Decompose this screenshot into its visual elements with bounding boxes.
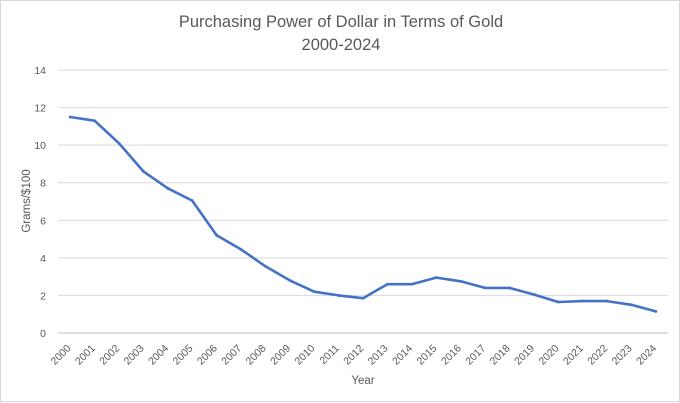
y-tick-label: 0 xyxy=(40,328,46,340)
x-tick-label: 2018 xyxy=(488,342,513,367)
y-tick-label: 14 xyxy=(34,65,46,77)
y-tick-label: 12 xyxy=(34,103,46,115)
x-tick-label: 2002 xyxy=(97,342,122,367)
x-tick-label: 2009 xyxy=(268,342,293,367)
gridlines xyxy=(58,69,668,296)
data-point xyxy=(410,282,414,286)
x-tick-label: 2012 xyxy=(341,342,366,367)
data-point xyxy=(605,299,609,303)
x-tick-label: 2022 xyxy=(585,342,610,367)
x-tick-label: 2011 xyxy=(317,342,342,367)
x-tick-label: 2004 xyxy=(146,342,171,367)
data-point xyxy=(239,248,243,251)
y-axis-label: Grams/$100 xyxy=(21,169,33,232)
data-point xyxy=(337,294,340,297)
x-tick-label: 2019 xyxy=(512,342,537,367)
x-tick-label: 2013 xyxy=(366,342,391,367)
x-tick-label: 2016 xyxy=(439,342,464,367)
y-tick-labels: 0 2 4 6 8 10 12 14 xyxy=(34,65,46,340)
x-tick-label: 2015 xyxy=(414,342,439,367)
data-point xyxy=(386,282,389,286)
x-tick-label: 2017 xyxy=(463,342,488,367)
data-point xyxy=(556,300,560,304)
x-tick-label: 2020 xyxy=(536,342,561,367)
x-tick-label: 2001 xyxy=(73,342,98,367)
y-tick-label: 8 xyxy=(40,178,46,190)
series-line xyxy=(68,115,658,313)
data-point xyxy=(166,186,170,190)
data-point xyxy=(532,293,536,296)
y-tick-label: 10 xyxy=(34,140,46,152)
data-point xyxy=(264,264,267,268)
series-layer xyxy=(68,115,658,313)
data-point xyxy=(630,303,633,307)
x-axis-label: Year xyxy=(351,375,374,387)
x-tick-label: 2000 xyxy=(48,342,73,367)
y-tick-label: 2 xyxy=(40,290,46,302)
data-point xyxy=(361,296,365,300)
x-tick-label: 2005 xyxy=(170,342,195,367)
x-tick-label: 2010 xyxy=(292,342,317,367)
data-point xyxy=(117,141,121,145)
data-point xyxy=(434,276,438,279)
x-tick-label: 2008 xyxy=(244,342,269,367)
x-tick-label: 2007 xyxy=(219,342,244,367)
x-tick-label: 2023 xyxy=(610,342,635,367)
chart-subtitle: 2000-2024 xyxy=(302,36,381,54)
data-point xyxy=(459,279,462,283)
data-point xyxy=(654,309,658,313)
data-point xyxy=(288,279,292,282)
x-tick-label: 2021 xyxy=(561,342,586,367)
y-tick-label: 4 xyxy=(40,253,46,265)
data-point xyxy=(508,286,511,290)
x-tick-label: 2006 xyxy=(195,342,220,367)
y-tick-label: 6 xyxy=(40,215,46,227)
data-point xyxy=(93,119,96,123)
data-point xyxy=(215,233,219,237)
data-point xyxy=(142,170,145,173)
chart-title: Purchasing Power of Dollar in Terms of G… xyxy=(179,13,503,31)
data-point xyxy=(68,115,72,119)
x-tick-label: 2003 xyxy=(122,342,147,367)
data-point xyxy=(190,199,194,202)
data-point xyxy=(581,299,584,303)
x-tick-labels: 2000 2001 2002 2003 2004 2005 2006 2007 2008 2009… xyxy=(48,342,659,367)
x-tick-label: 2024 xyxy=(634,342,659,367)
data-point xyxy=(483,286,487,290)
x-tick-label: 2014 xyxy=(390,342,415,367)
data-point xyxy=(312,290,316,294)
